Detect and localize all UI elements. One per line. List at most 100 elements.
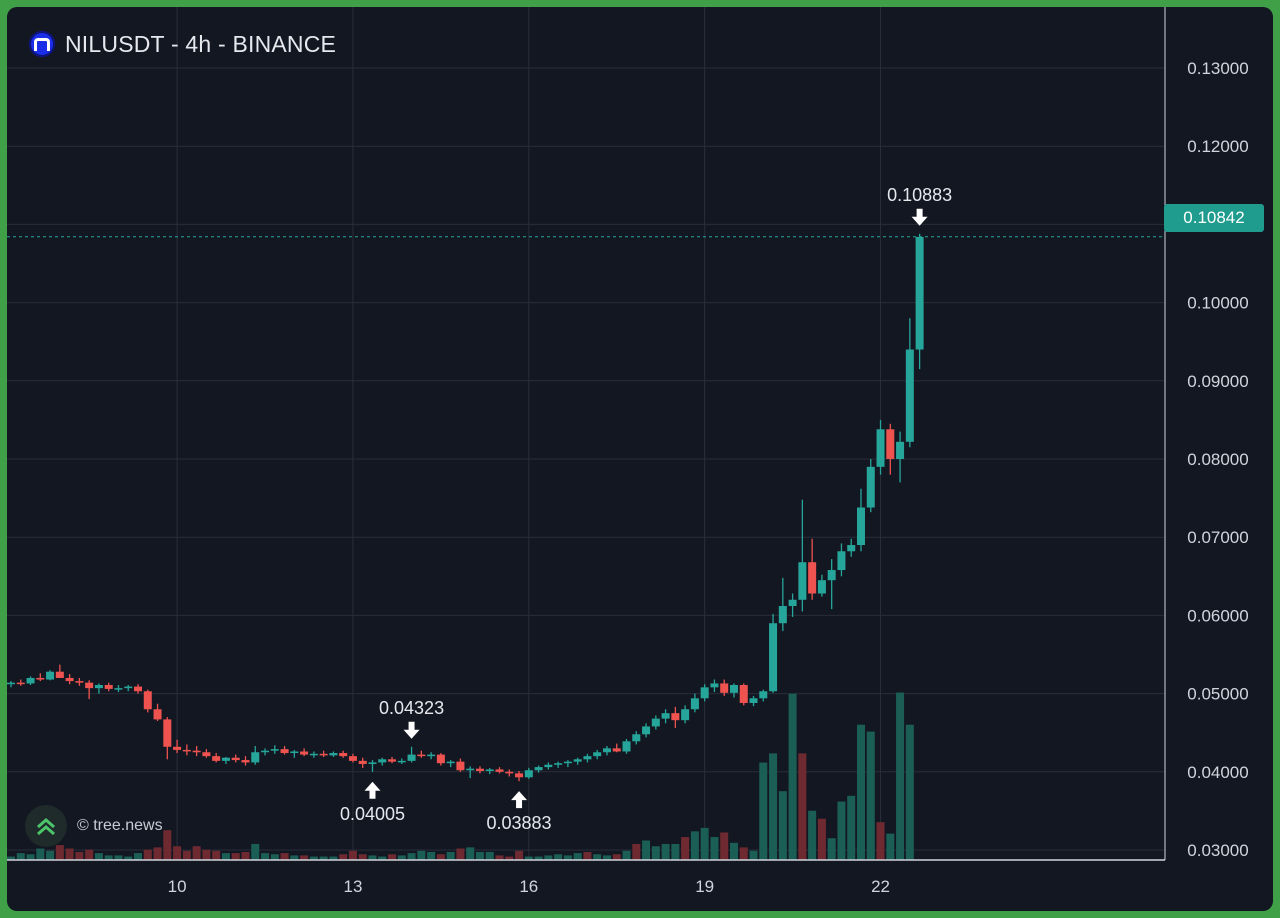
candle bbox=[241, 756, 250, 766]
volume-bar bbox=[309, 856, 318, 860]
x-tick-label: 16 bbox=[519, 877, 538, 896]
price-annotation: 0.10883 bbox=[887, 185, 952, 226]
candle bbox=[319, 750, 328, 757]
candle bbox=[554, 761, 563, 768]
volume-bar bbox=[339, 854, 348, 860]
volume-bar bbox=[182, 850, 191, 860]
candle bbox=[427, 752, 436, 760]
x-tick-label: 13 bbox=[343, 877, 362, 896]
volume-bar bbox=[690, 831, 699, 860]
candle bbox=[856, 488, 865, 552]
volume-bar bbox=[368, 855, 377, 860]
candle bbox=[700, 684, 709, 702]
volume-bar bbox=[866, 731, 875, 860]
volume-bar bbox=[759, 762, 768, 860]
x-tick-label: 19 bbox=[695, 877, 714, 896]
volume-bar bbox=[856, 724, 865, 860]
y-tick-label: 0.09000 bbox=[1187, 372, 1248, 391]
candle bbox=[632, 731, 641, 745]
candle-body bbox=[153, 709, 162, 720]
watermark: © tree.news bbox=[25, 805, 163, 847]
candle-body bbox=[827, 570, 836, 581]
volume-bar bbox=[602, 855, 611, 860]
candle-body bbox=[593, 752, 602, 757]
volume-bar bbox=[817, 818, 826, 860]
volume-bar bbox=[505, 856, 514, 860]
candle-body bbox=[114, 688, 123, 690]
candle-body bbox=[192, 750, 201, 753]
volume-bar bbox=[251, 843, 260, 860]
candle bbox=[769, 613, 778, 693]
candle bbox=[505, 769, 514, 777]
annotations: 0.04005 0.04323 0.03883 0.10883 bbox=[340, 185, 952, 833]
candle-body bbox=[622, 741, 631, 752]
candle-body bbox=[173, 746, 182, 750]
candle-body bbox=[397, 760, 406, 763]
candle-body bbox=[817, 580, 826, 594]
volume-bar bbox=[847, 795, 856, 860]
candle bbox=[612, 743, 621, 753]
volume-bar bbox=[515, 850, 524, 860]
volume-bar bbox=[348, 850, 357, 860]
candle-body bbox=[475, 768, 484, 772]
candle-body bbox=[759, 691, 768, 699]
candle-body bbox=[36, 677, 45, 680]
volume-bar bbox=[642, 840, 651, 860]
candle-body bbox=[729, 685, 738, 693]
volume-bar bbox=[876, 822, 885, 860]
candle-body bbox=[505, 771, 514, 774]
candle-body bbox=[690, 698, 699, 710]
volume-bars bbox=[7, 692, 914, 860]
volume-bar bbox=[808, 810, 817, 860]
y-tick-label: 0.07000 bbox=[1187, 528, 1248, 547]
volume-bar bbox=[329, 856, 338, 860]
candle bbox=[407, 746, 416, 763]
volume-bar bbox=[837, 801, 846, 860]
last-price-label: 0.10842 bbox=[1164, 204, 1264, 232]
volume-bar bbox=[231, 853, 240, 860]
candle-body bbox=[55, 671, 64, 678]
candle bbox=[104, 682, 113, 692]
candle bbox=[915, 233, 924, 370]
candle bbox=[153, 703, 162, 721]
volume-bar bbox=[134, 853, 143, 860]
candle-body bbox=[524, 770, 533, 778]
candle-body bbox=[876, 429, 885, 467]
candle-body bbox=[436, 754, 445, 764]
candle-body bbox=[515, 773, 524, 778]
candle-body bbox=[221, 757, 230, 761]
axes: 0.03000 0.04000 0.05000 0.06000 0.07000 0.080… bbox=[7, 7, 1249, 896]
candle-body bbox=[886, 429, 895, 459]
candlestick-chart[interactable]: 0.04005 0.04323 0.03883 0.10883 0.03000 0.04… bbox=[7, 7, 1273, 911]
candle bbox=[16, 679, 25, 686]
candle bbox=[251, 745, 260, 765]
candle-body bbox=[368, 762, 377, 764]
volume-bar bbox=[485, 851, 494, 860]
candle bbox=[759, 689, 768, 702]
candle-body bbox=[485, 769, 494, 772]
volume-bar bbox=[192, 846, 201, 860]
y-tick-label: 0.05000 bbox=[1187, 685, 1248, 704]
candle bbox=[339, 750, 348, 758]
candle bbox=[143, 689, 152, 713]
volume-bar bbox=[778, 791, 787, 860]
candle bbox=[173, 739, 182, 754]
candles bbox=[7, 233, 924, 782]
candle-body bbox=[534, 767, 543, 771]
candle-body bbox=[866, 466, 875, 508]
candle-body bbox=[143, 691, 152, 710]
candle-body bbox=[202, 752, 211, 757]
price-annotation: 0.03883 bbox=[487, 791, 552, 833]
candle bbox=[886, 423, 895, 475]
candle bbox=[300, 748, 309, 757]
y-tick-label: 0.12000 bbox=[1187, 137, 1248, 156]
candle bbox=[456, 758, 465, 772]
candle bbox=[690, 693, 699, 713]
volume-bar bbox=[65, 848, 74, 860]
chart-header: NILUSDT - 4h - BINANCE bbox=[29, 29, 336, 59]
candle-body bbox=[65, 677, 74, 682]
volume-bar bbox=[241, 851, 250, 860]
volume-bar bbox=[466, 847, 475, 860]
x-tick-label: 10 bbox=[168, 877, 187, 896]
candle-body bbox=[358, 760, 367, 764]
